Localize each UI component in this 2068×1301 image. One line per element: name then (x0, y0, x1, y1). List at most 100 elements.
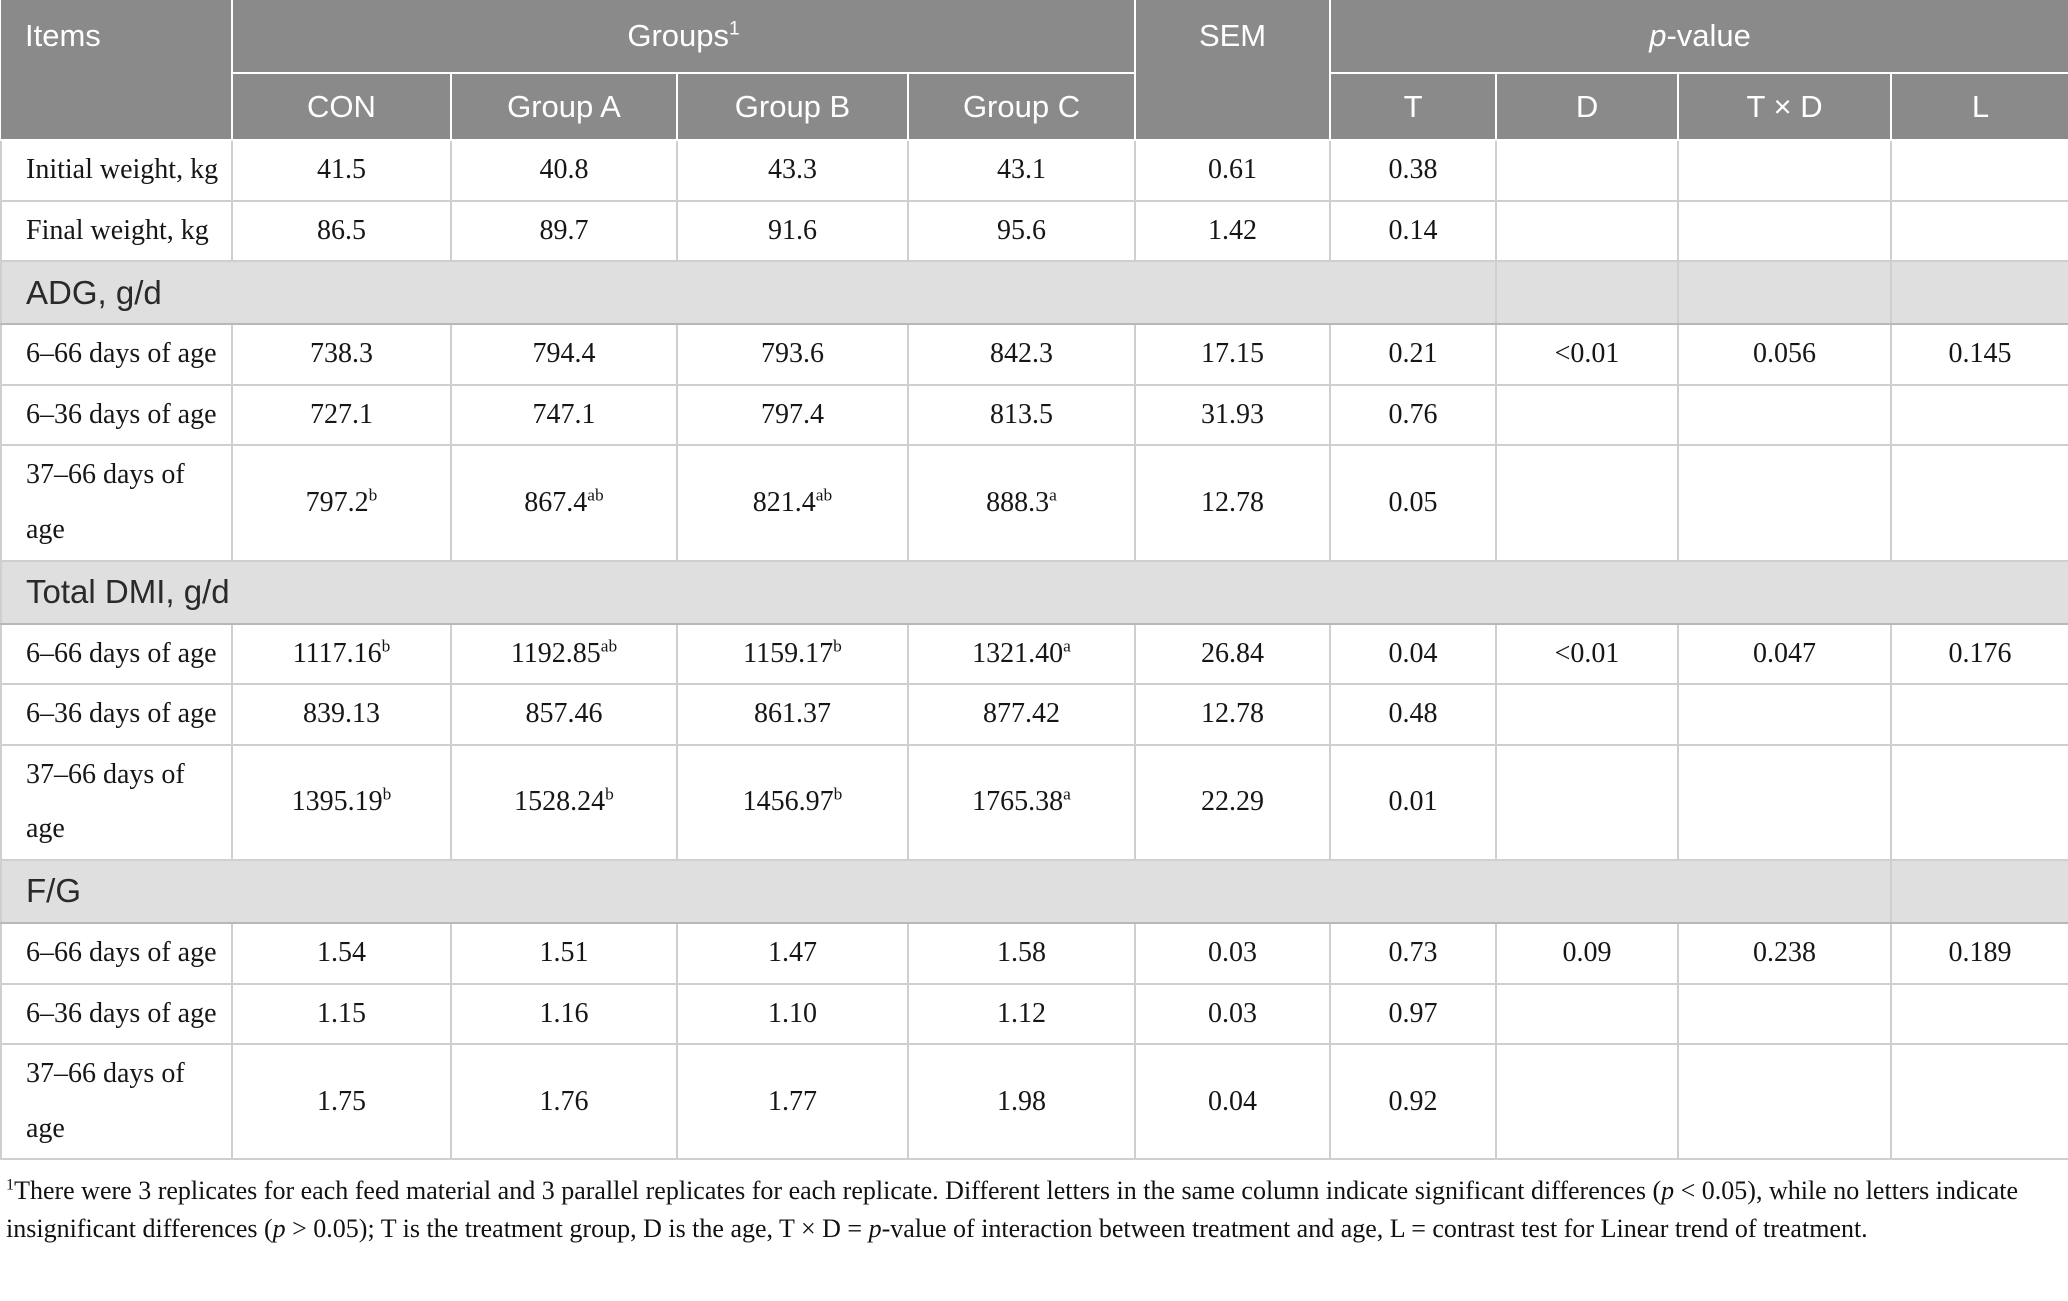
data-cell (1495, 1043, 1680, 1161)
data-cell (1677, 1043, 1893, 1161)
row-label: 37–66 days of age (0, 1043, 233, 1161)
data-cell: 727.1 (231, 383, 452, 447)
data-cell: 1.47 (676, 921, 909, 985)
data-cell: 0.03 (1134, 921, 1332, 985)
data-cell: 43.1 (906, 139, 1137, 202)
row-label: 6–36 days of age (0, 982, 233, 1046)
data-cell (1495, 199, 1680, 263)
row-label: 37–66 days of age (0, 444, 233, 562)
data-cell: 89.7 (450, 199, 678, 263)
col-header-t: T (1330, 73, 1498, 141)
row-label: 6–66 days of age (0, 921, 233, 985)
data-cell: 1.51 (450, 921, 678, 985)
data-cell (1890, 139, 2068, 202)
data-cell (1890, 444, 2068, 562)
data-cell: 794.4 (450, 323, 678, 386)
data-cell: 813.5 (906, 383, 1137, 447)
table-row: Total DMI, g/d (0, 559, 2068, 625)
data-cell: 0.238 (1677, 921, 1893, 985)
data-cell (1890, 199, 2068, 263)
data-cell (1495, 982, 1680, 1046)
data-cell: 0.14 (1329, 199, 1498, 263)
data-cell (1890, 683, 2068, 746)
data-cell: 1.98 (906, 1043, 1137, 1161)
data-cell: 0.176 (1890, 622, 2068, 686)
data-cell: 861.37 (676, 683, 909, 746)
data-cell: 857.46 (450, 683, 678, 746)
row-label: 37–66 days of age (0, 743, 233, 861)
data-cell: 797.2b (231, 444, 452, 562)
data-cell: 12.78 (1134, 683, 1332, 746)
data-cell (1677, 444, 1893, 562)
table-row: Final weight, kg 86.5 89.7 91.6 95.6 1.42 0.14 (0, 199, 2068, 263)
data-cell: 0.145 (1890, 323, 2068, 386)
data-cell: 26.84 (1134, 622, 1332, 686)
data-cell: 40.8 (450, 139, 678, 202)
section-label: F/G (0, 858, 1893, 924)
data-cell: 1.10 (676, 982, 909, 1046)
col-header-sem: SEM (1135, 0, 1332, 141)
data-cell: 0.04 (1329, 622, 1498, 686)
data-cell (1677, 743, 1893, 861)
data-cell: 0.73 (1329, 921, 1498, 985)
table-row: 6–66 days of age 1.54 1.51 1.47 1.58 0.03 0.73… (0, 921, 2068, 985)
data-cell: 1.16 (450, 982, 678, 1046)
data-cell: 0.05 (1329, 444, 1498, 562)
data-cell (1495, 383, 1680, 447)
data-cell: 0.056 (1677, 323, 1893, 386)
data-cell: 1192.85ab (450, 622, 678, 686)
data-cell: 1.12 (906, 982, 1137, 1046)
data-cell (1890, 982, 2068, 1046)
data-cell: 0.189 (1890, 921, 2068, 985)
data-cell: 842.3 (906, 323, 1137, 386)
col-header-l: L (1891, 73, 2068, 141)
data-cell (1495, 139, 1680, 202)
data-cell: 747.1 (450, 383, 678, 447)
section-label: ADG, g/d (0, 260, 1498, 326)
section-label: Total DMI, g/d (0, 559, 2068, 625)
data-cell: 0.03 (1134, 982, 1332, 1046)
table-row: 6–36 days of age 1.15 1.16 1.10 1.12 0.03 0.97 (0, 982, 2068, 1046)
table-row: ADG, g/d (0, 260, 2068, 326)
data-cell: 888.3a (906, 444, 1137, 562)
section-filler-cell (1495, 260, 1680, 326)
data-cell (1890, 743, 2068, 861)
data-cell: 86.5 (231, 199, 452, 263)
section-filler-cell (1890, 260, 2068, 326)
data-cell (1495, 444, 1680, 562)
table-row: 6–36 days of age 727.1 747.1 797.4 813.5 31.9… (0, 383, 2068, 447)
data-cell: 31.93 (1134, 383, 1332, 447)
data-cell: 0.38 (1329, 139, 1498, 202)
col-header-group-c: Group C (908, 73, 1137, 141)
col-header-groups: Groups1 (232, 0, 1137, 74)
data-cell: 0.04 (1134, 1043, 1332, 1161)
row-label: Final weight, kg (0, 199, 233, 263)
table-row: F/G (0, 858, 2068, 924)
data-cell: 1.76 (450, 1043, 678, 1161)
table-body: Initial weight, kg 41.5 40.8 43.3 43.1 0.61 0.… (0, 139, 2068, 1161)
data-cell: 22.29 (1134, 743, 1332, 861)
data-cell: 0.97 (1329, 982, 1498, 1046)
data-cell: 0.76 (1329, 383, 1498, 447)
data-cell (1677, 199, 1893, 263)
data-cell: 1.77 (676, 1043, 909, 1161)
table-row: 37–66 days of age 797.2b 867.4ab 821.4ab 888… (0, 444, 2068, 562)
data-cell: 793.6 (676, 323, 909, 386)
data-cell: 1.42 (1134, 199, 1332, 263)
table-row: 6–36 days of age 839.13 857.46 861.37 877.42… (0, 683, 2068, 746)
data-cell: <0.01 (1495, 622, 1680, 686)
row-label: 6–66 days of age (0, 622, 233, 686)
data-cell: 43.3 (676, 139, 909, 202)
table-row: Initial weight, kg 41.5 40.8 43.3 43.1 0.61 0.… (0, 139, 2068, 202)
table-row: 37–66 days of age 1.75 1.76 1.77 1.98 0.04 0.9… (0, 1043, 2068, 1161)
data-cell: 1.75 (231, 1043, 452, 1161)
data-cell: 1.58 (906, 921, 1137, 985)
col-header-pvalue: p-value (1330, 0, 2068, 74)
data-cell: 0.48 (1329, 683, 1498, 746)
data-cell: 0.047 (1677, 622, 1893, 686)
data-cell: 1.54 (231, 921, 452, 985)
data-cell: 95.6 (906, 199, 1137, 263)
data-cell: 17.15 (1134, 323, 1332, 386)
